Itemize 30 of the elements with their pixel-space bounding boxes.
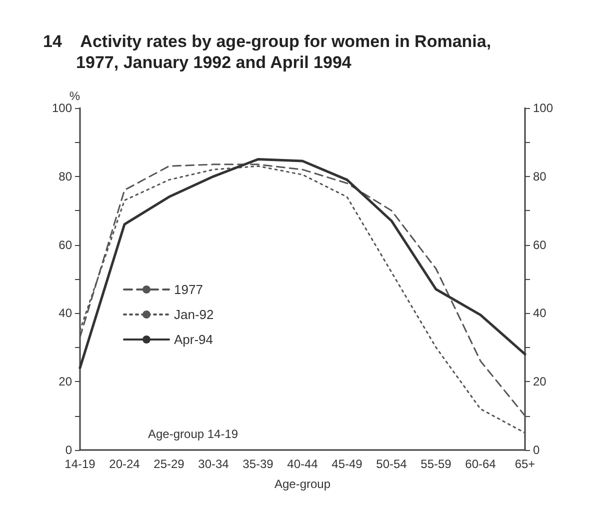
x-tick-label: 60-64 — [465, 457, 496, 471]
x-tick-label: 45-49 — [332, 457, 363, 471]
x-tick-label: 65+ — [514, 457, 536, 471]
y2-tick-label: 0 — [533, 443, 540, 457]
y-axis-title: % — [69, 89, 80, 103]
x-tick-label: 30-34 — [198, 457, 230, 471]
y-tick-label: 0 — [65, 443, 72, 457]
legend-label: Apr-94 — [174, 332, 214, 347]
y2-tick-label: 80 — [533, 169, 547, 184]
y-tick-label: 60 — [58, 238, 72, 252]
chart-title: 14 Activity rates by age-group for women in Romania, 1977, January 1992 and April 1994 — [43, 32, 492, 72]
x-tick-label: 50-54 — [376, 457, 408, 471]
legend-label: 1977 — [174, 282, 203, 297]
x-tick-label: 14-19 — [64, 457, 96, 471]
y-tick-label: 20 — [58, 374, 72, 389]
y2-tick-label: 40 — [533, 306, 547, 320]
y2-tick-label: 100 — [533, 101, 554, 115]
legend-label: Jan-92 — [174, 307, 214, 322]
x-tick-label: 25-29 — [154, 457, 185, 471]
y-tick-label: 100 — [52, 101, 72, 115]
x-tick-label: 20-24 — [109, 457, 140, 471]
x-tick-label: 35-39 — [242, 457, 274, 471]
y-tick-label: 80 — [58, 169, 72, 184]
y-tick-label: 40 — [58, 306, 72, 320]
y2-tick-label: 20 — [533, 374, 547, 389]
x-axis-title: Age-group — [274, 477, 331, 491]
x-tick-label: 55-59 — [420, 457, 452, 471]
x-tick-label: 40-44 — [287, 457, 318, 471]
y2-tick-label: 60 — [533, 238, 547, 252]
annotation: Age-group 14-19 — [148, 427, 238, 441]
